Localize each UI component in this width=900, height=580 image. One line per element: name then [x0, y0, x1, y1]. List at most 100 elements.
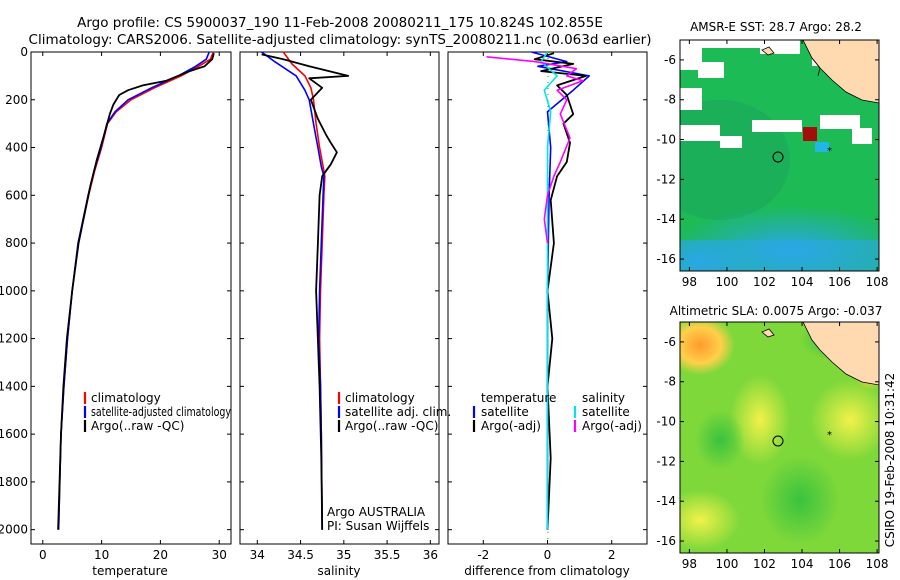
- x-tick-label: 2: [608, 548, 616, 562]
- legend-label-sal-argo: Argo(-adj): [582, 419, 642, 433]
- y-tick-label: 1000: [0, 284, 28, 298]
- sla-map: Altimetric SLA: 0.0075 Argo: -0.037 * -6…: [656, 304, 889, 571]
- sla-high-patch: [680, 322, 735, 375]
- x-tick-label: 30: [212, 548, 227, 562]
- legend-label-climatology: climatology: [345, 391, 415, 405]
- map-x-tick-label: 108: [866, 275, 889, 289]
- temperature-yticks: 0 200 400 600 800 1000 1200 1400 1600 1800 2000: [0, 45, 231, 537]
- map-y-tick-label: -14: [656, 494, 676, 508]
- map-y-tick-label: -6: [664, 335, 676, 349]
- map-y-tick-label: -10: [656, 133, 676, 147]
- y-tick-label: 1800: [0, 475, 28, 489]
- series-salinity-argo-adj: [486, 56, 584, 244]
- map-y-tick-label: -14: [656, 212, 676, 226]
- sst-warm-patch: [680, 100, 790, 220]
- salinity-yticks: [240, 51, 439, 531]
- map-y-tick-label: -8: [664, 93, 676, 107]
- sla-high-patch: [680, 490, 740, 550]
- temperature-legend: climatology satellite-adjusted climatolo…: [83, 391, 231, 433]
- x-tick-label: 35: [336, 548, 351, 562]
- map-x-tick-label: 106: [828, 275, 851, 289]
- legend-label-satellite: satellite adj. clim.: [345, 405, 451, 419]
- sla-map-title: Altimetric SLA: 0.0075 Argo: -0.037: [670, 304, 883, 318]
- x-tick-label: 34.5: [287, 548, 314, 562]
- map-y-tick-label: -8: [664, 375, 676, 389]
- legend-label-temp-satellite: satellite: [481, 405, 529, 419]
- series-temperature-argo-adj: [533, 52, 587, 530]
- legend-heading-temperature: temperature: [481, 391, 556, 405]
- sst-map-axes: [679, 39, 880, 272]
- series-salinity-satellite: [540, 51, 558, 530]
- temperature-lines: [57, 51, 215, 530]
- difference-yticks: [448, 51, 647, 531]
- map-x-tick-label: 100: [715, 557, 738, 571]
- map-x-tick-label: 106: [828, 557, 851, 571]
- series-argo-raw-qc: [57, 52, 215, 530]
- sst-warm-pixel: [803, 127, 817, 141]
- difference-lines: [486, 51, 591, 530]
- map-x-tick-label: 102: [753, 557, 776, 571]
- y-tick-label: 0: [20, 45, 28, 59]
- salinity-axes: [239, 51, 440, 545]
- map-y-tick-label: -16: [656, 534, 676, 548]
- salinity-legend: climatology satellite adj. clim. Argo(..…: [337, 391, 451, 433]
- temperature-xlabel: temperature: [92, 564, 167, 578]
- map-x-tick-label: 108: [866, 557, 889, 571]
- temperature-axes: [30, 51, 232, 545]
- map-y-tick-label: -12: [656, 454, 676, 468]
- sst-map-title: AMSR-E SST: 28.7 Argo: 28.2: [690, 20, 862, 34]
- map-x-tick-label: 102: [753, 275, 776, 289]
- salinity-lines: [261, 51, 350, 530]
- float-owner-annotation: Argo AUSTRALIA: [327, 505, 426, 519]
- x-tick-label: 36: [423, 548, 438, 562]
- x-tick-label: 35.5: [374, 548, 401, 562]
- sla-low-patch: [760, 455, 840, 545]
- legend-heading-salinity: salinity: [582, 391, 625, 405]
- y-tick-label: 600: [5, 188, 28, 202]
- y-tick-label: 1200: [0, 332, 28, 346]
- sst-cool-pixel: [815, 142, 829, 152]
- x-tick-label: -2: [477, 548, 489, 562]
- difference-legend: temperature satellite Argo(-adj) salinit…: [472, 391, 642, 433]
- y-tick-label: 2000: [0, 523, 28, 537]
- header-subtitle: Climatology: CARS2006. Satellite-adjuste…: [29, 32, 652, 48]
- map-x-tick-label: 104: [791, 275, 814, 289]
- legend-label-temp-argo: Argo(-adj): [481, 419, 541, 433]
- difference-xticks: -2 0 2: [477, 52, 616, 562]
- legend-label-satellite: satellite-adjusted climatology: [91, 405, 231, 419]
- sla-high-patch: [810, 380, 879, 460]
- sla-island: [761, 328, 775, 338]
- y-tick-label: 400: [5, 141, 28, 155]
- legend-label-argo: Argo(..raw -QC): [345, 419, 438, 433]
- legend-label-argo: Argo(..raw -QC): [91, 419, 184, 433]
- map-y-tick-label: -10: [656, 415, 676, 429]
- header-title: Argo profile: CS 5900037_190 11-Feb-2008…: [77, 15, 603, 31]
- x-tick-label: 0: [39, 548, 47, 562]
- x-tick-label: 20: [153, 548, 168, 562]
- x-tick-label: 0: [544, 548, 552, 562]
- sla-map-axes: [679, 321, 880, 554]
- sla-low-patch: [695, 410, 745, 470]
- sla-high-patch: [730, 375, 790, 465]
- sst-argo-marker: [772, 151, 784, 163]
- map-y-tick-label: -16: [656, 252, 676, 266]
- sst-christmas-island-marker: *: [827, 146, 832, 157]
- sst-island: [761, 46, 775, 56]
- map-y-tick-label: -12: [656, 172, 676, 186]
- map-x-tick-label: 98: [682, 275, 697, 289]
- sst-yticks: -6 -8 -10 -12 -14 -16: [656, 53, 879, 266]
- y-tick-label: 200: [5, 93, 28, 107]
- map-x-tick-label: 100: [715, 275, 738, 289]
- difference-xlabel: difference from climatology: [464, 564, 630, 578]
- map-x-tick-label: 104: [791, 557, 814, 571]
- sla-yticks: -6 -8 -10 -12 -14 -16: [656, 335, 879, 548]
- y-tick-label: 800: [5, 236, 28, 250]
- sst-lower-band: [680, 240, 879, 271]
- salinity-xlabel: salinity: [317, 564, 360, 578]
- legend-label-sal-satellite: satellite: [582, 405, 630, 419]
- sla-xticks: 98 100 102 104 106 108: [682, 322, 889, 571]
- map-y-tick-label: -6: [664, 53, 676, 67]
- x-tick-label: 10: [94, 548, 109, 562]
- sst-map: AMSR-E SST: 28.7 Argo: 28.2: [656, 20, 889, 289]
